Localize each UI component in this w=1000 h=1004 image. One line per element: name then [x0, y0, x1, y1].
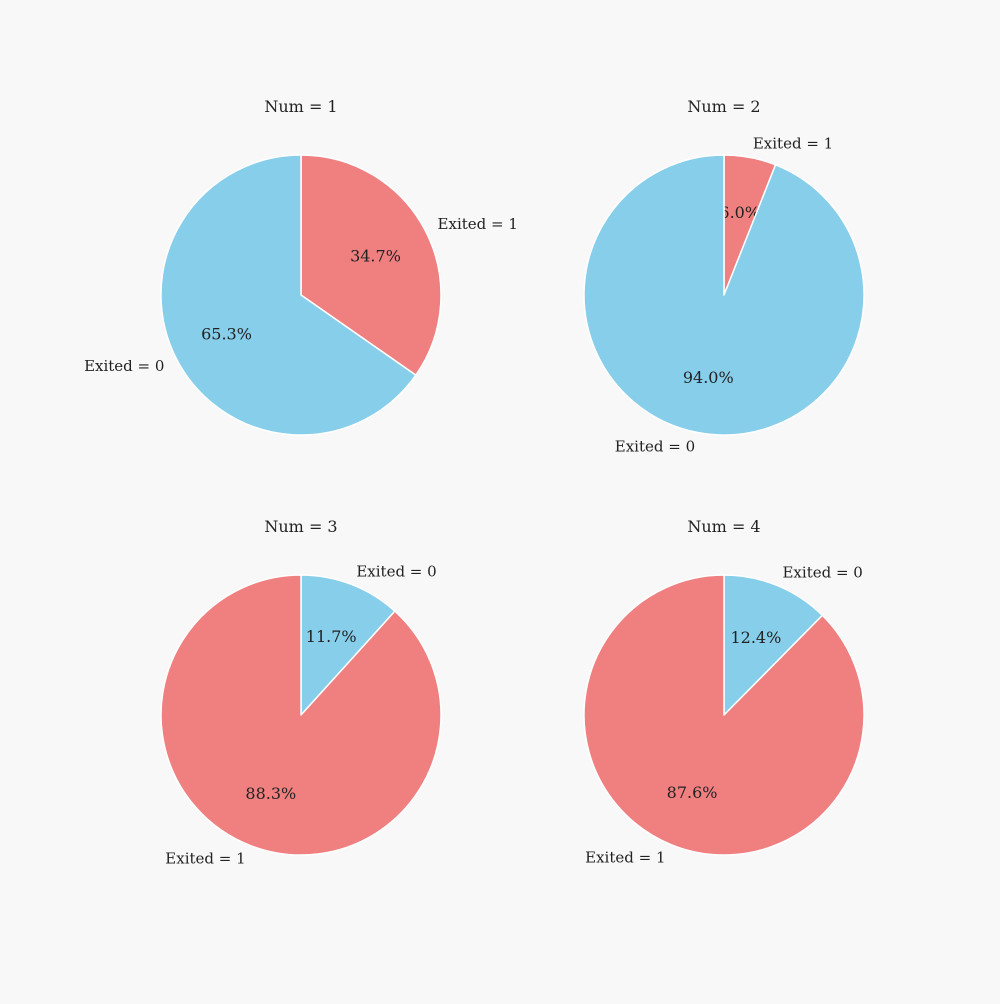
chart-title: Num = 1: [264, 97, 337, 116]
slice-label: Exited = 0: [615, 437, 695, 455]
chart-title: Num = 4: [687, 517, 760, 536]
pie-slice-exited-1: [160, 574, 442, 856]
pie-chart-num-1: Exited = 1 34.7% Exited = 0 65.3% Num = 1: [84, 97, 518, 436]
slice-label: Exited = 1: [585, 848, 665, 866]
chart-title: Num = 3: [264, 517, 337, 536]
percent-label: 94.0%: [683, 368, 734, 387]
slice-label: Exited = 0: [782, 564, 862, 582]
pie-slice-exited-0: [300, 574, 396, 716]
slice-label: Exited = 0: [84, 357, 164, 375]
percent-label: 65.3%: [201, 324, 252, 343]
percent-label: 12.4%: [730, 628, 781, 647]
percent-label: 87.6%: [667, 783, 718, 802]
percent-label: 34.7%: [350, 247, 401, 266]
percent-label: 11.7%: [306, 627, 357, 646]
slice-label: Exited = 1: [438, 215, 518, 233]
pie-slice-exited-1: [300, 154, 442, 376]
pie-chart-num-3: Exited = 0 11.7% Exited = 1 88.3% Num = 3: [160, 517, 442, 868]
pie-slice-exited-0: [583, 154, 865, 436]
slice-label: Exited = 1: [165, 850, 245, 868]
slice-label: Exited = 1: [753, 135, 833, 153]
percent-label: 88.3%: [245, 784, 296, 803]
chart-title: Num = 2: [687, 97, 760, 116]
slice-label: Exited = 0: [356, 562, 436, 580]
pie-slice-exited-0: [160, 154, 417, 436]
pie-chart-num-2: Exited = 1 6.0% Exited = 0 94.0% Num = 2: [583, 97, 865, 455]
pie-slice-exited-0: [723, 574, 824, 716]
pie-chart-num-4: Exited = 0 12.4% Exited = 1 87.6% Num = 4: [583, 517, 865, 866]
pie-slice-exited-1: [583, 574, 865, 856]
percent-label: 6.0%: [719, 203, 760, 222]
